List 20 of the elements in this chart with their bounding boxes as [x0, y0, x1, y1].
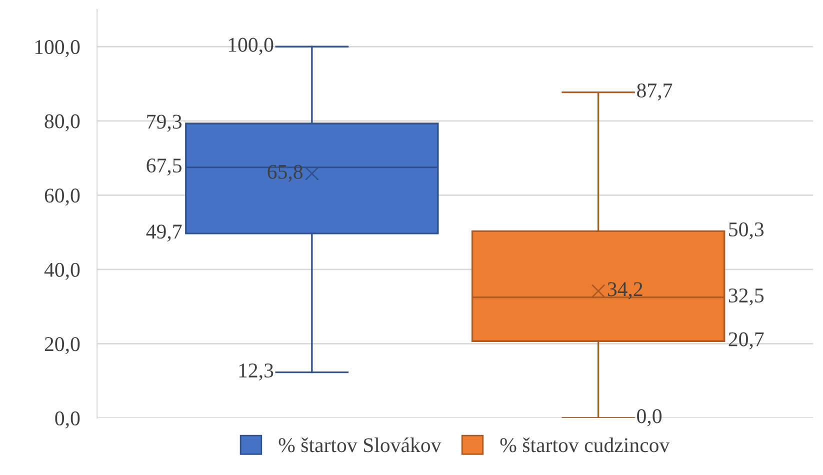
- annotation: 32,5: [728, 288, 764, 306]
- annotation: 100,0: [228, 38, 274, 55]
- annotation: 0,0: [637, 409, 662, 426]
- legend-label: % štartov Slovákov: [278, 438, 442, 452]
- y-tick-label: 60,0: [44, 188, 80, 206]
- annotation: 87,7: [637, 83, 672, 101]
- annotation: 65,8: [268, 164, 303, 182]
- annotation: 12,3: [239, 364, 274, 381]
- annotation: 49,7: [146, 224, 182, 242]
- y-tick-label: 40,0: [44, 262, 80, 280]
- y-tick-label: 0,0: [55, 411, 80, 428]
- annotation: 50,3: [729, 222, 764, 240]
- y-tick-label: 100,0: [35, 40, 80, 58]
- y-tick-label: 80,0: [44, 114, 80, 132]
- annotation: 79,3: [147, 114, 182, 132]
- legend-label: % štartov cudzincov: [500, 438, 670, 452]
- annotation: 34,2: [608, 282, 642, 300]
- annotation: 67,5: [146, 158, 182, 176]
- annotation: 20,7: [728, 332, 764, 350]
- y-tick-label: 20,0: [44, 337, 80, 354]
